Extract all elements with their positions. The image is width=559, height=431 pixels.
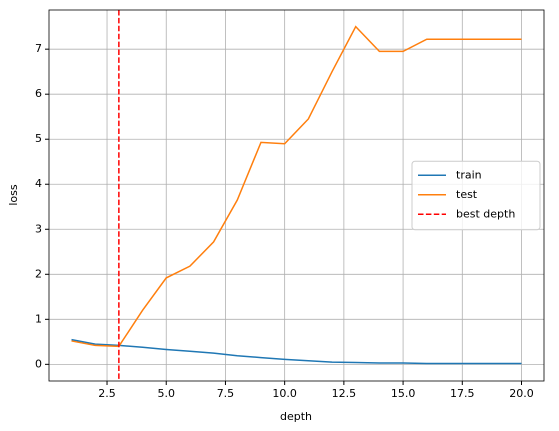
x-tick-label: 7.5	[217, 387, 235, 400]
legend-label: test	[456, 188, 478, 201]
x-tick-label: 10.0	[272, 387, 297, 400]
x-tick-label: 20.0	[509, 387, 534, 400]
x-tick-label: 15.0	[391, 387, 416, 400]
legend-box	[411, 160, 541, 231]
x-tick-label: 5.0	[157, 387, 175, 400]
x-tick-label: 17.5	[450, 387, 475, 400]
series-line	[71, 25, 522, 348]
x-tick-label: 12.5	[332, 387, 357, 400]
series-line	[71, 338, 522, 365]
y-tick-label: 0	[35, 357, 42, 370]
x-tick-label: 2.5	[98, 387, 116, 400]
x-axis-label: depth	[280, 410, 312, 423]
y-axis-label: loss	[7, 184, 20, 206]
legend-label: train	[456, 168, 482, 181]
y-tick-label: 6	[35, 87, 42, 100]
legend: train test best depth	[411, 160, 541, 231]
axes-frame	[48, 9, 545, 382]
y-tick-label: 2	[35, 267, 42, 280]
y-tick-label: 4	[35, 177, 42, 190]
legend-label: best depth	[456, 207, 515, 220]
y-tick-label: 7	[35, 42, 42, 55]
y-tick-label: 5	[35, 132, 42, 145]
y-tick-label: 1	[35, 312, 42, 325]
y-tick-label: 3	[35, 222, 42, 235]
